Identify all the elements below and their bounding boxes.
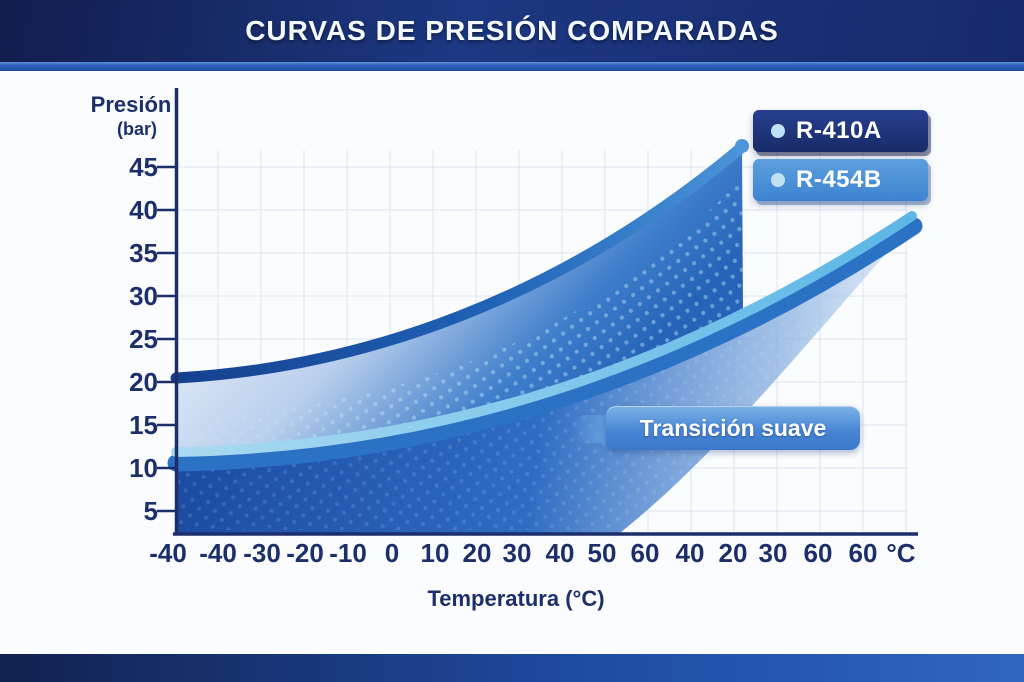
x-tick-label: 40 [675, 538, 705, 568]
y-tick-label: 40 [129, 195, 158, 225]
x-tick-label: 0 [384, 538, 400, 568]
curve-r410a [170, 141, 748, 384]
curve-r410a-end-dot [735, 139, 749, 153]
curve-r454b-underband [167, 217, 923, 472]
annotation-tail [572, 415, 612, 443]
curve-r454b [171, 211, 917, 457]
y-tick-label: 30 [129, 281, 158, 311]
legend-label: R-454B [796, 166, 882, 193]
x-tick-label: 40 [545, 538, 575, 568]
x-tick-label: 20 [462, 538, 492, 568]
x-tick-label: °C [886, 538, 916, 568]
footer-bar [0, 654, 1024, 682]
y-tick-label: 25 [129, 324, 158, 354]
y-tick-label: 5 [143, 496, 158, 526]
legend-label: R-410A [796, 117, 882, 144]
x-tick-label: 60 [630, 538, 660, 568]
x-tick-label: 20 [718, 538, 748, 568]
x-tick-label: -30 [243, 538, 281, 568]
legend-dot-icon [771, 124, 785, 138]
x-axis-title: Temperatura (°C) [427, 586, 605, 611]
page-title: CURVAS DE PRESIÓN COMPARADAS [245, 15, 779, 46]
y-tick-label: 45 [129, 152, 158, 182]
legend-item-r410a: R-410A [753, 110, 928, 152]
annotation-label: Transición suave [639, 415, 827, 441]
x-tick-label: 60 [803, 538, 833, 568]
y-tick-label: 20 [129, 367, 158, 397]
header: CURVAS DE PRESIÓN COMPARADAS [0, 0, 1024, 62]
x-tick-label: 30 [502, 538, 532, 568]
y-axis-unit: (bar) [117, 119, 157, 139]
x-tick-label: -40 [149, 538, 187, 568]
x-tick-label: 10 [420, 538, 450, 568]
y-axis-ticks [157, 165, 175, 513]
x-tick-label: 50 [587, 538, 617, 568]
y-tick-label: 15 [129, 410, 158, 440]
legend-item-r454b: R-454B [753, 159, 928, 201]
x-tick-label: 60 [848, 538, 878, 568]
header-accent-strip [0, 62, 1024, 71]
x-tick-label: -10 [329, 538, 367, 568]
area-between-curves-dots [176, 178, 743, 452]
x-tick-label: -20 [286, 538, 324, 568]
x-tick-label: -40 [199, 538, 237, 568]
y-tick-label: 10 [129, 453, 158, 483]
legend-dot-icon [771, 173, 785, 187]
y-tick-label: 35 [129, 238, 158, 268]
x-tick-label: 30 [758, 538, 788, 568]
y-axis-title: Presión [90, 92, 172, 117]
annotation-pill: Transición suave [606, 406, 860, 450]
area-between-curves [176, 147, 743, 452]
